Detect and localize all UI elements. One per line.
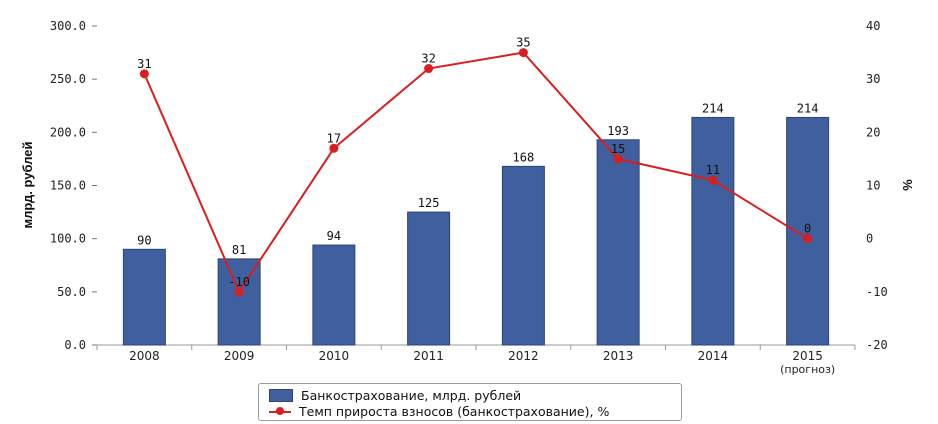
left-tick-label: 150.0 — [50, 179, 86, 193]
bar-series — [122, 116, 830, 346]
x-tick-label: 2009 — [224, 349, 255, 363]
right-y-axis: -20 -10 0 10 20 30 40 — [866, 19, 888, 352]
line-point — [139, 69, 149, 79]
line-point — [424, 64, 434, 74]
bar — [501, 165, 545, 346]
line-value-label: 35 — [516, 36, 530, 50]
bar-value-label: 214 — [797, 101, 819, 115]
right-axis-label: % — [900, 179, 915, 191]
bar — [217, 258, 261, 346]
x-axis: 2008 2009 2010 2011 2012 2013 2014 2015(прогноз… — [96, 344, 856, 376]
legend-item-line: Темп прироста взносов (банкострахование)… — [269, 403, 609, 419]
line-value-label: -10 — [228, 275, 250, 289]
line-value-label: 31 — [137, 57, 151, 71]
bar-value-label: 125 — [418, 196, 440, 210]
line-value-label: 17 — [327, 131, 341, 145]
legend-label-bars: Банкострахование, млрд. рублей — [301, 387, 522, 403]
left-tick-label: 100.0 — [50, 232, 86, 246]
right-tick-label: -20 — [866, 338, 888, 352]
right-tick-label: -10 — [866, 285, 888, 299]
bar — [786, 116, 830, 346]
left-tick-label: 250.0 — [50, 72, 86, 86]
left-tick-label: 300.0 — [50, 19, 86, 33]
bar-value-label: 90 — [137, 233, 151, 247]
line-value-label: 15 — [611, 142, 625, 156]
bar — [407, 211, 451, 346]
legend: Банкострахование, млрд. рублей Темп прир… — [258, 383, 682, 421]
x-tick-label: 2008 — [129, 349, 160, 363]
bar-swatch — [269, 388, 293, 402]
left-y-axis: 0.0 50.0 100.0 150.0 200.0 250.0 300.0 — [50, 19, 97, 352]
left-tick-label: 0.0 — [64, 338, 86, 352]
x-tick-label: 2014 — [698, 349, 729, 363]
bar-value-label: 193 — [607, 124, 629, 138]
right-tick-label: 0 — [866, 232, 873, 246]
bar — [122, 248, 166, 346]
left-tick-label: 50.0 — [57, 285, 86, 299]
right-tick-label: 40 — [866, 19, 880, 33]
line-point — [234, 287, 244, 297]
x-tick-label: 2010 — [319, 349, 350, 363]
legend-item-bars: Банкострахование, млрд. рублей — [269, 387, 521, 403]
line-path — [143, 51, 809, 294]
bar — [312, 244, 356, 346]
bar — [691, 116, 735, 346]
x-tick-label: 2013 — [603, 349, 634, 363]
x-tick-label: 2015 — [792, 349, 823, 363]
right-tick-label: 30 — [866, 72, 880, 86]
x-tick-sublabel: (прогноз) — [780, 363, 835, 376]
line-point — [708, 175, 718, 185]
data-labels: 90 81 94 125 168 193 214 214 31 -10 17 32 35 15 11 0 — [137, 36, 818, 289]
left-axis-label: млрд. рублей — [20, 142, 35, 229]
line-series — [139, 48, 813, 297]
line-value-label: 0 — [804, 222, 811, 236]
left-tick-label: 200.0 — [50, 125, 86, 139]
line-swatch — [269, 406, 291, 417]
line-value-label: 11 — [706, 163, 720, 177]
legend-label-line: Темп прироста взносов (банкострахование)… — [299, 403, 610, 419]
right-tick-label: 20 — [866, 125, 880, 139]
x-tick-label: 2012 — [508, 349, 539, 363]
line-value-label: 32 — [421, 52, 435, 66]
bar-value-label: 94 — [327, 229, 341, 243]
x-tick-label: 2011 — [413, 349, 444, 363]
bar — [596, 139, 640, 346]
bar-value-label: 81 — [232, 243, 246, 257]
line-point — [803, 234, 813, 244]
bar-value-label: 214 — [702, 101, 724, 115]
bar-value-label: 168 — [513, 150, 535, 164]
line-point — [613, 154, 623, 164]
right-tick-label: 10 — [866, 179, 880, 193]
line-point — [329, 143, 339, 153]
line-point — [518, 48, 528, 58]
